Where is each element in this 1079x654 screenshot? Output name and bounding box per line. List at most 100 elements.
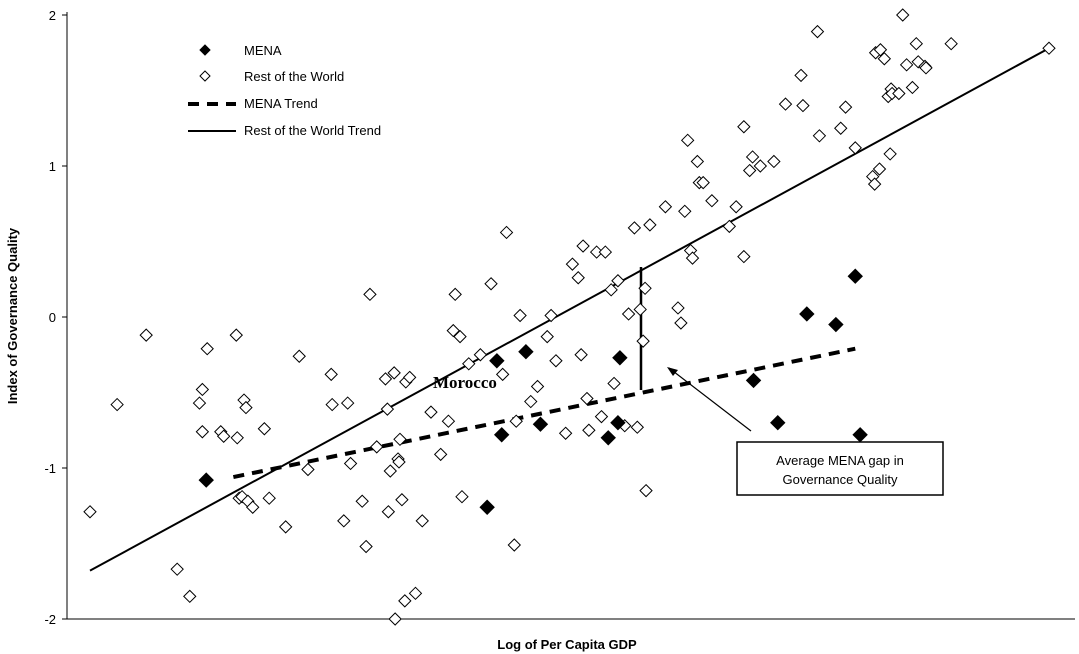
rest-of-world-point (395, 493, 409, 507)
rest-of-world-trend-line (89, 47, 1050, 572)
rest-of-world-point (919, 61, 933, 75)
rest-of-world-point (446, 323, 460, 338)
rest-of-world-point (301, 462, 315, 477)
rest-of-world-point (340, 396, 355, 410)
rest-of-world-point (441, 414, 456, 428)
rest-of-world-point (1042, 41, 1056, 55)
rest-of-world-point (530, 379, 545, 394)
axes (66, 12, 1075, 620)
rest-of-world-point (408, 586, 423, 601)
rest-of-world-point (509, 414, 523, 428)
rest-of-world-point (455, 489, 469, 504)
rest-of-world-point (433, 447, 448, 462)
rest-of-world-point (598, 245, 613, 259)
rest-of-world-point (680, 133, 695, 148)
rest-of-world-point (674, 316, 688, 330)
rest-of-world-point (607, 376, 621, 391)
rest-of-world-point (239, 400, 253, 415)
rest-of-world-point (195, 382, 210, 397)
rest-of-world-point (183, 589, 197, 604)
rest-of-world-point (216, 429, 231, 443)
rest-of-world-point (883, 147, 897, 161)
y-tick-label: 0 (49, 310, 56, 325)
rest-of-world-point (794, 68, 808, 83)
rest-of-world-point (909, 36, 923, 51)
rest-of-world-point (873, 43, 888, 57)
rest-of-world-point (110, 397, 124, 412)
rest-of-world-point (424, 405, 438, 419)
y-tick-label: 2 (49, 8, 56, 23)
rest-of-world-point (685, 251, 700, 265)
mena-point (600, 430, 616, 446)
rest-of-world-point (594, 409, 609, 424)
rest-of-world-point (565, 257, 580, 271)
rest-of-world-point (378, 372, 393, 386)
gap-annotation-line1: Average MENA gap in (776, 453, 904, 468)
rest-of-world-point (905, 80, 920, 95)
rest-of-world-point (448, 287, 462, 302)
y-ticks: -2 -1 0 1 2 (44, 8, 67, 627)
rest-of-world-point (370, 440, 384, 454)
rest-of-world-point (558, 426, 573, 440)
y-axis-title: Index of Governance Quality (5, 227, 20, 404)
rest-of-world-point (582, 423, 596, 437)
mena-point (479, 499, 495, 515)
rest-of-world-point (627, 221, 642, 235)
mena-point (745, 372, 762, 389)
rest-of-world-point (848, 141, 862, 155)
rest-of-world-point (380, 402, 395, 416)
rest-of-world-point (513, 308, 527, 323)
rest-of-world-point (363, 287, 377, 302)
legend-label-mena-trend: MENA Trend (244, 96, 318, 111)
rest-of-world-point (524, 394, 538, 409)
rest-of-world-point (690, 154, 705, 169)
rest-of-world-point (867, 177, 882, 191)
y-tick-label: 1 (49, 159, 56, 174)
legend-label-mena: MENA (244, 43, 282, 58)
rest-of-world-point (246, 500, 260, 514)
rest-of-world-point (796, 98, 810, 113)
legend-rest-marker (199, 70, 211, 82)
rest-of-world-point (671, 301, 685, 315)
rest-of-world-point (621, 307, 636, 321)
rest-of-world-point (292, 349, 306, 363)
rest-of-world-point (753, 159, 768, 173)
rest-of-world-point (630, 420, 645, 434)
rest-of-world-point (589, 245, 604, 259)
rest-of-world-point (83, 505, 97, 519)
rest-of-world-point (139, 328, 153, 342)
rest-of-world-point (402, 370, 417, 385)
gap-annotation-box (736, 441, 944, 496)
rest-of-world-point (580, 391, 594, 406)
rest-of-world-point (643, 218, 657, 232)
mena-trend-line (232, 346, 856, 480)
rest-of-world-point (812, 129, 827, 143)
rest-of-world-point (499, 225, 514, 240)
rest-of-world-point (576, 239, 590, 253)
rest-of-world-point (638, 281, 652, 296)
rest-of-world-point (633, 302, 647, 317)
rest-of-world-point (678, 204, 692, 219)
rest-of-world-point (574, 348, 588, 362)
rest-of-world-point (540, 329, 554, 344)
mena-point (198, 472, 214, 488)
rest-of-world-point (639, 483, 653, 498)
legend-label-rest: Rest of the World (244, 69, 344, 84)
rest-of-world-point (834, 121, 848, 135)
rest-of-world-point (453, 329, 467, 344)
rest-of-world-point (229, 328, 243, 342)
rest-of-world-point (343, 456, 358, 471)
rest-of-world-point (611, 274, 625, 288)
y-tick-label: -1 (44, 461, 56, 476)
mena-point (847, 268, 863, 284)
rest-of-world-point (658, 200, 673, 214)
gap-indicator: Average MENA gap in Governance Quality (639, 267, 944, 496)
rest-of-world-point (337, 514, 351, 528)
rest-of-world-point (737, 249, 751, 264)
gap-arrow-line (668, 367, 752, 432)
rest-of-world-point (742, 163, 757, 178)
mena-point (799, 306, 815, 322)
gap-annotation-line2: Governance Quality (783, 472, 898, 487)
rest-of-world-point (767, 154, 781, 169)
